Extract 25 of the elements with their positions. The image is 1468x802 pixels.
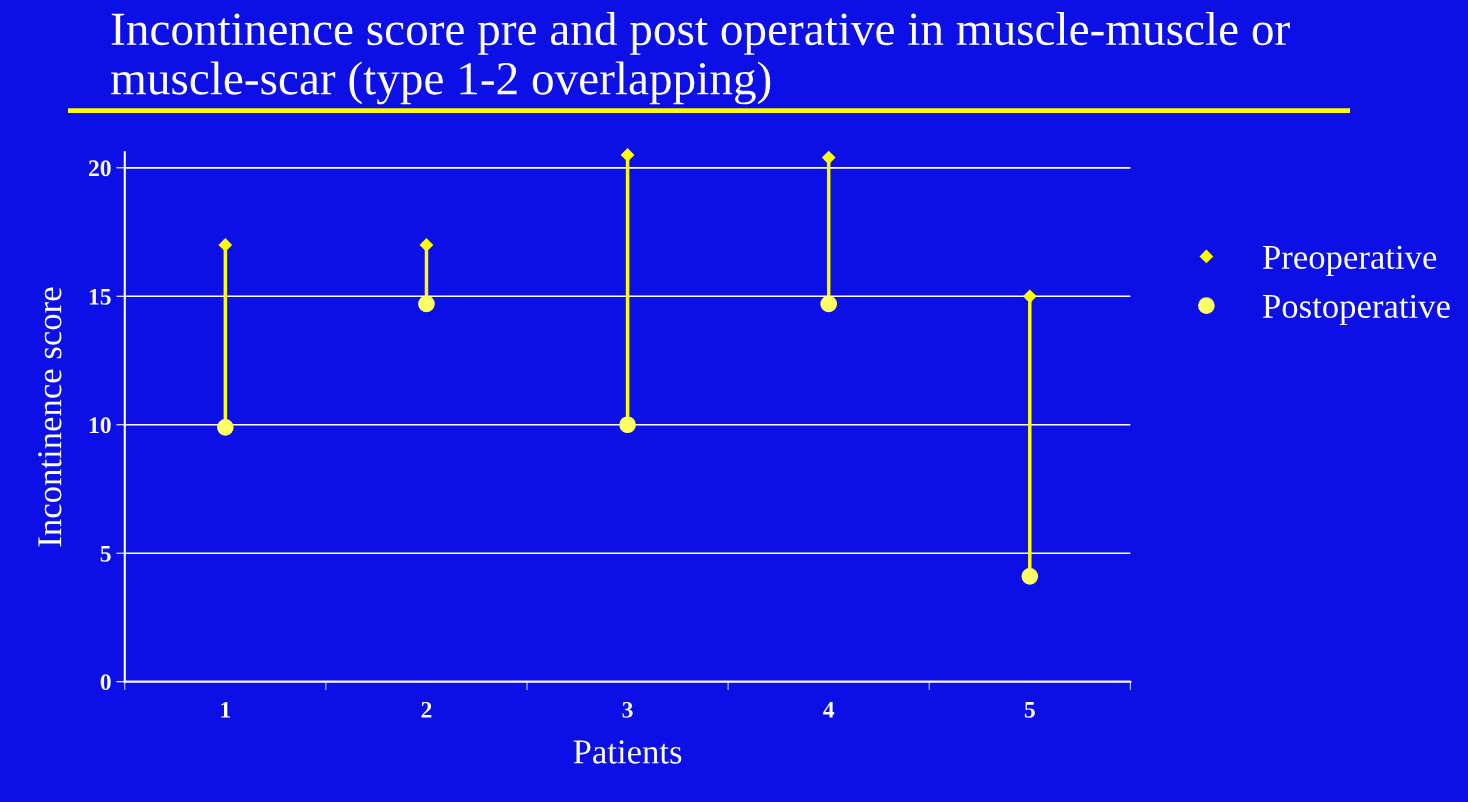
point <box>820 295 838 313</box>
point <box>822 150 836 165</box>
x-tick-label: 4 <box>823 701 835 718</box>
legend-label: Preoperative <box>1262 245 1437 277</box>
point <box>217 418 234 436</box>
y-tick-label: 10 <box>89 417 111 434</box>
point <box>1023 289 1037 303</box>
point <box>620 148 635 162</box>
x-axis-title: Patients <box>573 740 682 764</box>
y-tick-label: 15 <box>89 288 111 305</box>
point <box>418 295 435 313</box>
y-axis-title: Incontinence score <box>38 287 62 547</box>
point <box>419 238 434 252</box>
chart-title: Incontinence score pre and post operative in muscle-muscle or muscle-scar (type 1-2 overlapping) <box>111 12 1290 105</box>
y-tick-label: 5 <box>100 545 111 562</box>
point <box>619 416 636 434</box>
y-tick-label: 0 <box>100 674 111 691</box>
legend-label: Postoperative <box>1262 294 1450 326</box>
point <box>1021 568 1039 585</box>
y-tick-label: 20 <box>88 160 111 177</box>
x-tick-label: 5 <box>1024 702 1035 718</box>
x-tick-label: 1 <box>221 701 231 718</box>
x-tick-label: 3 <box>622 701 633 718</box>
x-tick-label: 2 <box>421 701 432 718</box>
point <box>218 238 232 252</box>
